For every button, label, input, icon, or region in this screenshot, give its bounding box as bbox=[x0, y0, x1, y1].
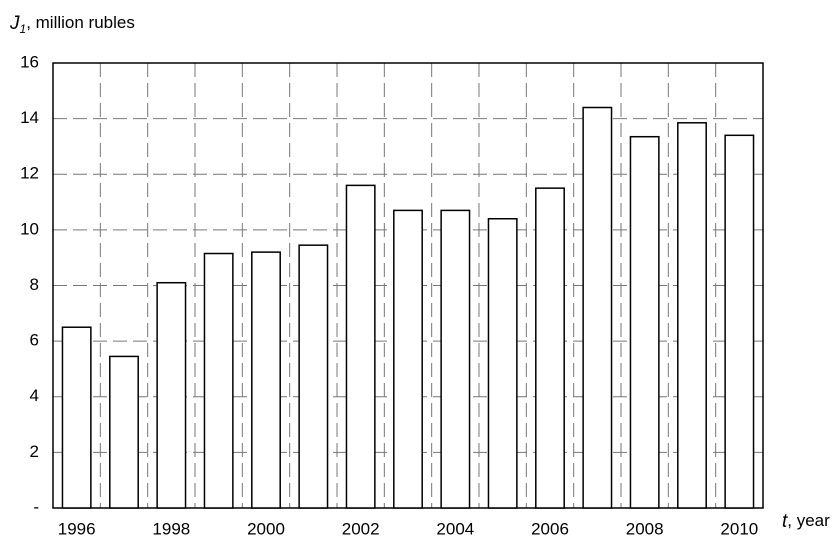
x-tick-label: 2000 bbox=[247, 519, 285, 538]
y-axis-label: J1, million rubles bbox=[9, 13, 135, 36]
bar bbox=[109, 355, 139, 509]
y-tick-label: 16 bbox=[20, 52, 39, 71]
y-tick-label: 4 bbox=[30, 386, 39, 405]
x-tick-label: 2010 bbox=[720, 519, 758, 538]
x-tick-label: 2004 bbox=[436, 519, 474, 538]
bar bbox=[440, 209, 471, 509]
bar bbox=[156, 281, 187, 509]
bar bbox=[251, 251, 281, 509]
x-tick-label: 2008 bbox=[626, 519, 664, 538]
y-tick-label: 8 bbox=[30, 275, 39, 294]
x-label-text: , year bbox=[787, 511, 830, 530]
bar bbox=[677, 122, 707, 509]
y-label-symbol: J bbox=[9, 13, 20, 34]
x-tick-label: 1998 bbox=[152, 519, 190, 538]
y-label-subscript: 1 bbox=[20, 22, 27, 36]
y-label-text: , million rubles bbox=[26, 13, 135, 32]
x-label-symbol: t bbox=[782, 511, 788, 532]
bar bbox=[203, 252, 234, 509]
bar bbox=[582, 106, 613, 509]
y-tick-label: 12 bbox=[20, 164, 39, 183]
bar bbox=[345, 184, 376, 509]
bar bbox=[629, 135, 660, 509]
bar bbox=[298, 244, 329, 509]
y-tick-label: 2 bbox=[30, 442, 39, 461]
x-tick-label: 1996 bbox=[58, 519, 96, 538]
bar bbox=[61, 326, 92, 509]
bar bbox=[393, 209, 423, 509]
bar bbox=[724, 134, 755, 509]
x-tick-label: 2006 bbox=[531, 519, 569, 538]
y-tick-label: 10 bbox=[20, 219, 39, 238]
bar bbox=[487, 218, 518, 509]
x-axis-label: t, year bbox=[782, 511, 830, 532]
y-tick-label: 6 bbox=[30, 331, 39, 350]
y-tick-label: 14 bbox=[20, 108, 39, 127]
y-tick-label: - bbox=[33, 497, 39, 516]
x-tick-label: 2002 bbox=[342, 519, 380, 538]
bar bbox=[535, 187, 565, 509]
